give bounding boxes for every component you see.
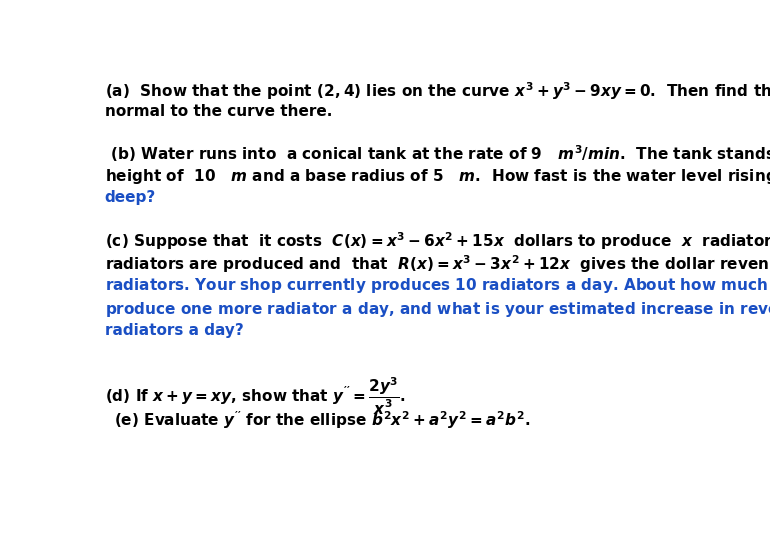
- Text: deep?: deep?: [105, 190, 156, 205]
- Text: height of  $10$   $m$ and a base radius of $5$   $m$.  How fast is the water lev: height of $10$ $m$ and a base radius of …: [105, 167, 770, 186]
- Text: radiators. Your shop currently produces $10$ radiators a day. About how much ext: radiators. Your shop currently produces …: [105, 276, 770, 295]
- Text: (a)  Show that the point $(2, 4)$ lies on the curve $x^3 + y^3 - 9xy = 0$.  Then: (a) Show that the point $(2, 4)$ lies on…: [105, 81, 770, 102]
- Text: radiators are produced and  that  $R(x) = x^3 - 3x^2 + 12x$  gives the dollar re: radiators are produced and that $R(x) = …: [105, 254, 770, 275]
- Text: (c) Suppose that  it costs  $C(x) = x^3 - 6x^2 + 15x$  dollars to produce  $x$  : (c) Suppose that it costs $C(x) = x^3 - …: [105, 230, 770, 252]
- Text: (e) Evaluate $y''$ for the ellipse $b^2x^2 + a^2y^2 = a^2b^2$.: (e) Evaluate $y''$ for the ellipse $b^2x…: [114, 409, 531, 431]
- Text: normal to the curve there.: normal to the curve there.: [105, 103, 332, 118]
- Text: (d) If $x + y = xy$, show that $y'' = \dfrac{2y^3}{x^3}$.: (d) If $x + y = xy$, show that $y'' = \d…: [105, 376, 405, 417]
- Text: produce one more radiator a day, and what is your estimated increase in revenue : produce one more radiator a day, and wha…: [105, 300, 770, 319]
- Text: (b) Water runs into  a conical tank at the rate of $9$   $m^3/\mathit{min}$.  Th: (b) Water runs into a conical tank at th…: [105, 144, 770, 166]
- Text: radiators a day?: radiators a day?: [105, 322, 243, 337]
